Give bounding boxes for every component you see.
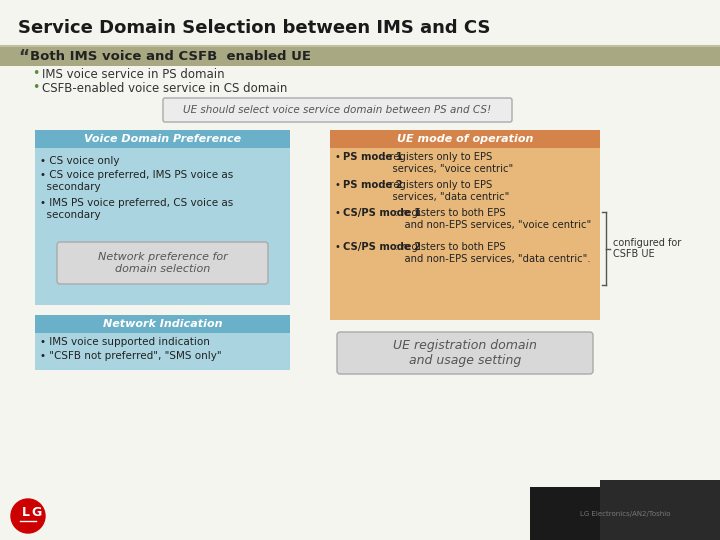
FancyBboxPatch shape	[35, 130, 290, 148]
Text: • "CSFB not preferred", "SMS only": • "CSFB not preferred", "SMS only"	[40, 351, 222, 361]
Text: “: “	[18, 48, 29, 66]
Text: Network Indication: Network Indication	[103, 319, 222, 329]
Text: G: G	[31, 507, 41, 519]
FancyBboxPatch shape	[0, 47, 720, 66]
Text: UE registration domain
and usage setting: UE registration domain and usage setting	[393, 339, 537, 367]
Circle shape	[11, 499, 45, 533]
Text: Network preference for
domain selection: Network preference for domain selection	[98, 252, 228, 274]
Text: LG Electronics/AN2/Toshio: LG Electronics/AN2/Toshio	[580, 511, 670, 517]
Text: : registers only to EPS
    services, "data centric": : registers only to EPS services, "data …	[380, 180, 509, 201]
Text: •: •	[32, 82, 40, 94]
Text: CS/PS mode 2: CS/PS mode 2	[343, 242, 421, 252]
Text: : registers to both EPS
    and non-EPS services, "voice centric": : registers to both EPS and non-EPS serv…	[392, 208, 591, 230]
Text: •: •	[32, 68, 40, 80]
Text: IMS voice service in PS domain: IMS voice service in PS domain	[42, 68, 225, 80]
Text: UE mode of operation: UE mode of operation	[397, 134, 534, 144]
Text: configured for
CSFB UE: configured for CSFB UE	[613, 238, 681, 259]
Text: Service Domain Selection between IMS and CS: Service Domain Selection between IMS and…	[18, 19, 490, 37]
Text: • IMS voice supported indication: • IMS voice supported indication	[40, 337, 210, 347]
Text: • CS voice only: • CS voice only	[40, 156, 120, 166]
FancyBboxPatch shape	[337, 332, 593, 374]
FancyBboxPatch shape	[530, 487, 720, 540]
Text: •: •	[335, 208, 344, 218]
FancyBboxPatch shape	[57, 242, 268, 284]
FancyBboxPatch shape	[330, 148, 600, 320]
Text: •: •	[335, 152, 344, 162]
Text: CSFB-enabled voice service in CS domain: CSFB-enabled voice service in CS domain	[42, 82, 287, 94]
Text: : registers only to EPS
    services, "voice centric": : registers only to EPS services, "voice…	[380, 152, 513, 173]
Text: PS mode 2: PS mode 2	[343, 180, 402, 190]
Text: UE should select voice service domain between PS and CS!: UE should select voice service domain be…	[183, 105, 491, 115]
Text: : registers to both EPS
    and non-EPS services, "data centric".: : registers to both EPS and non-EPS serv…	[392, 242, 591, 264]
Text: Both IMS voice and CSFB  enabled UE: Both IMS voice and CSFB enabled UE	[30, 51, 311, 64]
FancyBboxPatch shape	[35, 148, 290, 305]
Text: L: L	[22, 507, 30, 519]
Text: • IMS PS voice preferred, CS voice as
  secondary: • IMS PS voice preferred, CS voice as se…	[40, 198, 233, 220]
Text: Voice Domain Preference: Voice Domain Preference	[84, 134, 241, 144]
FancyBboxPatch shape	[35, 333, 290, 370]
FancyBboxPatch shape	[330, 130, 600, 148]
FancyBboxPatch shape	[35, 315, 290, 333]
Text: PS mode 1: PS mode 1	[343, 152, 403, 162]
Text: •: •	[335, 180, 344, 190]
Text: • CS voice preferred, IMS PS voice as
  secondary: • CS voice preferred, IMS PS voice as se…	[40, 170, 233, 192]
FancyBboxPatch shape	[163, 98, 512, 122]
Text: •: •	[335, 242, 344, 252]
FancyBboxPatch shape	[600, 480, 720, 540]
Text: CS/PS mode 1: CS/PS mode 1	[343, 208, 421, 218]
